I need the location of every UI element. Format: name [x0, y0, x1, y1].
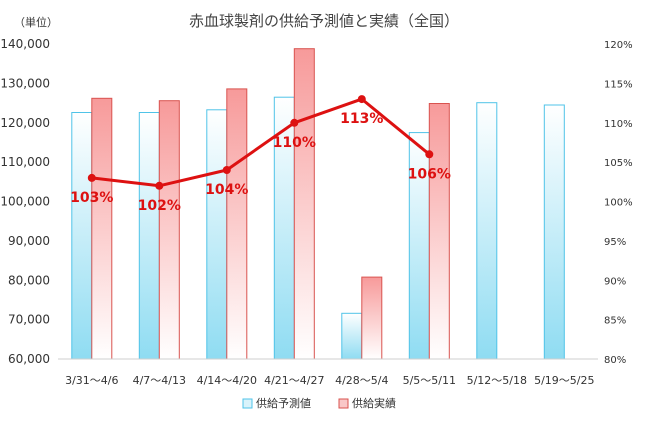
- rate-data-label: 110%: [273, 135, 316, 151]
- x-tick-label: 4/7～4/13: [133, 374, 186, 387]
- y2-tick-label: 90%: [604, 276, 626, 287]
- actual-bar: [428, 103, 450, 360]
- forecast-bar: [476, 102, 498, 360]
- y-tick-label: 80,000: [8, 273, 50, 287]
- forecast-bar: [543, 104, 565, 360]
- y-tick-label: 60,000: [8, 352, 50, 366]
- x-tick-label: 5/5～5/11: [403, 374, 456, 387]
- actual-bar: [226, 88, 248, 360]
- x-tick-label: 4/21～4/27: [264, 374, 324, 387]
- y2-tick-label: 95%: [604, 237, 626, 248]
- x-tick-label: 5/12～5/18: [467, 374, 527, 387]
- rate-point: [155, 181, 164, 190]
- rate-data-label: 103%: [70, 190, 113, 206]
- x-tick-label: 4/28～5/4: [335, 374, 388, 387]
- forecast-bar: [341, 312, 363, 360]
- rate-data-label: 102%: [138, 198, 181, 214]
- rate-data-label: 104%: [205, 182, 248, 198]
- forecast-bar: [206, 109, 228, 360]
- rate-point: [290, 118, 299, 127]
- x-tick-label: 4/14～4/20: [197, 374, 257, 387]
- rate-point: [222, 166, 231, 174]
- legend-label-actual: 供給実績: [352, 396, 396, 410]
- actual-bar: [158, 100, 180, 360]
- legend-label-forecast: 供給予測値: [256, 396, 311, 410]
- legend-swatch-forecast: [242, 398, 253, 409]
- rate-point: [425, 150, 434, 159]
- rate-data-label: 106%: [408, 166, 451, 182]
- y2-tick-label: 110%: [604, 119, 633, 130]
- y-tick-label: 120,000: [0, 116, 50, 130]
- chart-title: 赤血球製剤の供給予測値と実績（全国）: [188, 12, 459, 30]
- actual-bar: [293, 48, 315, 360]
- legend-swatch-actual: [338, 398, 349, 409]
- y2-tick-label: 100%: [604, 198, 633, 209]
- y-tick-label: 70,000: [8, 313, 50, 327]
- rate-data-label: 113%: [340, 111, 383, 127]
- forecast-bar: [138, 112, 160, 360]
- y-tick-label: 100,000: [0, 195, 50, 209]
- y-tick-label: 140,000: [0, 37, 50, 51]
- actual-bar: [361, 276, 383, 360]
- y-tick-label: 130,000: [0, 76, 50, 90]
- y-tick-label: 90,000: [8, 234, 50, 248]
- rate-point: [87, 173, 96, 182]
- rate-line: [91, 97, 431, 188]
- rate-point: [357, 95, 366, 104]
- y2-tick-label: 120%: [604, 40, 633, 51]
- y2-tick-label: 85%: [604, 316, 626, 327]
- unit-label: （単位）: [14, 16, 58, 29]
- y2-tick-label: 115%: [604, 79, 633, 90]
- x-tick-label: 3/31～4/6: [65, 374, 118, 387]
- y-tick-label: 110,000: [0, 155, 50, 169]
- actual-bar: [91, 97, 113, 360]
- y2-tick-label: 105%: [604, 158, 633, 169]
- forecast-bar: [71, 112, 93, 360]
- x-tick-label: 5/19～5/25: [534, 374, 594, 387]
- y2-tick-label: 80%: [604, 355, 626, 366]
